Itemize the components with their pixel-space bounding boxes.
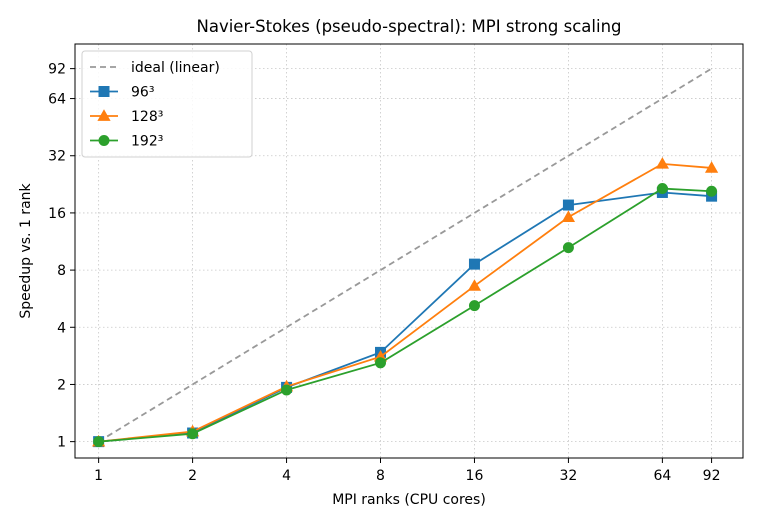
data-point [656,183,668,195]
y-tick-label: 64 [48,92,66,108]
y-tick-label: 2 [57,377,66,393]
series-line [98,67,713,443]
data-point [187,428,199,440]
legend-entry: 96³ [90,85,154,101]
x-axis-label: MPI ranks (CPU cores) [332,492,486,508]
data-point [706,185,718,197]
legend-label: 192³ [131,134,163,150]
x-tick-label: 92 [703,468,721,484]
data-point [468,300,480,312]
series-1 [98,67,713,443]
legend-box [81,50,253,158]
legend-entry: ideal (linear) [90,60,220,76]
legend-entry: 128³ [90,109,163,125]
series-line [98,191,712,443]
x-tick-label: 64 [653,468,671,484]
legend-marker [97,109,111,121]
y-tick-label: 92 [48,62,66,78]
axis-ticks: 1 2 4 8 16 32 64 92 1 2 4 8 16 32 64 92 [48,62,720,484]
series-3 [92,157,719,447]
legend-label: 128³ [131,109,163,125]
grid [75,44,743,458]
legend-label: 96³ [131,85,154,101]
legend-entry: 192³ [90,134,163,150]
y-tick-label: 8 [57,263,66,279]
x-tick-label: 16 [466,468,484,484]
series-layer [92,67,719,448]
y-tick-label: 16 [48,206,66,222]
x-tick-label: 8 [376,468,385,484]
chart-title: Navier-Stokes (pseudo-spectral): MPI str… [197,17,622,36]
data-point [562,199,574,211]
x-tick-label: 32 [560,468,578,484]
data-point [467,279,482,291]
series-line [98,162,712,443]
legend-label: ideal (linear) [131,60,220,76]
legend-marker [98,135,110,146]
y-tick-label: 32 [48,149,66,165]
data-point [562,242,574,254]
data-point [561,210,576,222]
legend: ideal (linear) 96³ 128³ 192³ [81,50,253,158]
legend-marker [98,86,110,97]
y-tick-label: 1 [57,435,66,451]
data-point [93,436,105,448]
series-line [98,187,712,443]
series-4 [93,183,718,448]
y-tick-label: 4 [57,320,66,336]
y-axis-label: Speedup vs. 1 rank [18,182,34,318]
series-2 [93,186,718,448]
data-point [655,157,669,169]
x-tick-label: 1 [94,468,103,484]
data-point [281,384,293,396]
data-point [468,258,480,270]
x-tick-label: 2 [188,468,197,484]
data-point [375,357,387,369]
data-point [704,161,719,173]
plot-frame [74,43,744,459]
x-tick-label: 4 [282,468,291,484]
